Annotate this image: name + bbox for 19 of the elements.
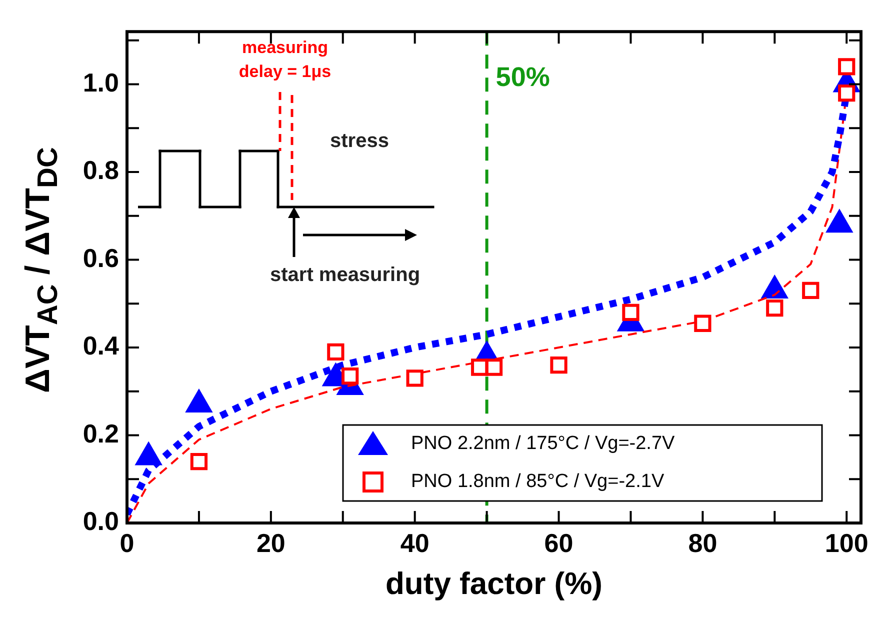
y-tick-label: 0.4	[82, 330, 120, 361]
y-tick-label: 1.0	[82, 67, 119, 98]
y-tick-label: 0.6	[82, 242, 119, 273]
x-tick-label: 40	[400, 528, 430, 558]
y-tick-label: 0.8	[82, 155, 119, 186]
y-tick-label: 0.2	[82, 418, 119, 448]
annotation: measuring delay = 1μs	[238, 37, 332, 83]
ref-line-label: 50%	[496, 62, 550, 92]
x-tick-label: 100	[824, 528, 868, 558]
annotation: start measuring	[270, 264, 420, 287]
y-tick-label: 0.0	[82, 506, 119, 536]
x-axis-title: duty factor (%)	[386, 566, 602, 601]
x-tick-label: 0	[120, 528, 134, 558]
legend-label: PNO 1.8nm / 85°C / Vg=-2.1V	[411, 471, 664, 492]
x-tick-label: 60	[544, 528, 574, 558]
annotation: stress	[330, 130, 389, 153]
x-tick-label: 20	[256, 528, 286, 558]
x-tick-label: 80	[688, 528, 718, 558]
legend-label: PNO 2.2nm / 175°C / Vg=-2.7V	[411, 433, 676, 454]
